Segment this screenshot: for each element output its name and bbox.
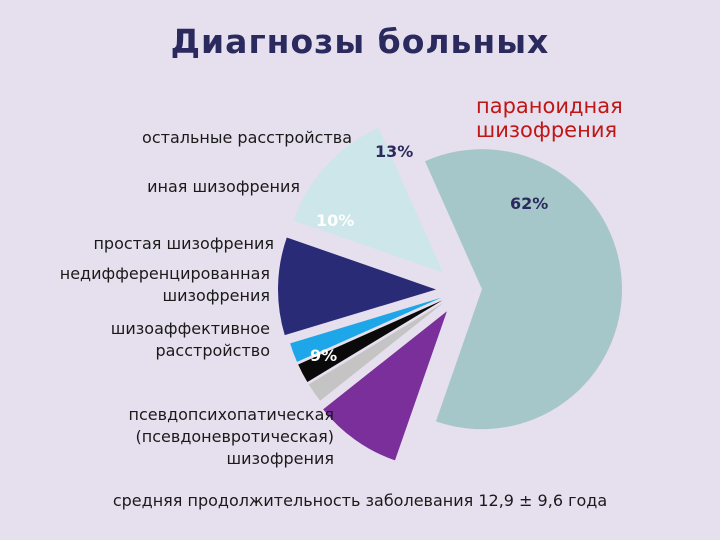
slice-other-disorders xyxy=(293,128,443,273)
slice-schizoaffective xyxy=(308,302,444,401)
label-other-schizophrenia: иная шизофрения xyxy=(147,177,300,196)
pct-9: 9% xyxy=(310,346,338,365)
pct-62: 62% xyxy=(510,194,549,213)
slice-pseudo xyxy=(323,311,447,461)
label-pseudo-line2: (псевдоневротическая) xyxy=(135,427,334,446)
label-pseudo-line1: псевдопсихопатическая xyxy=(128,405,334,424)
label-paranoid: параноидная шизофрения xyxy=(476,94,623,142)
label-other-disorders: остальные расстройства xyxy=(142,128,352,147)
slice-undifferentiated xyxy=(298,300,443,383)
chart-title: Диагнозы больных xyxy=(170,22,550,61)
slice-other-schizophrenia xyxy=(278,237,437,336)
label-simple-schizophrenia: простая шизофрения xyxy=(93,234,274,253)
pct-13: 13% xyxy=(375,142,414,161)
slice-simple xyxy=(290,297,442,362)
label-undifferentiated-line2: шизофрения xyxy=(162,286,271,305)
label-schizoaffective-line1: шизоаффективное xyxy=(110,319,270,338)
label-pseudo-line3: шизофрения xyxy=(226,449,335,468)
label-undifferentiated-line1: недифференцированная xyxy=(59,264,270,283)
slice-paranoid xyxy=(425,149,622,430)
footer-note: средняя продолжительность заболевания 12… xyxy=(112,491,608,510)
pct-10: 10% xyxy=(316,211,355,230)
label-schizoaffective-line2: расстройство xyxy=(155,341,270,360)
